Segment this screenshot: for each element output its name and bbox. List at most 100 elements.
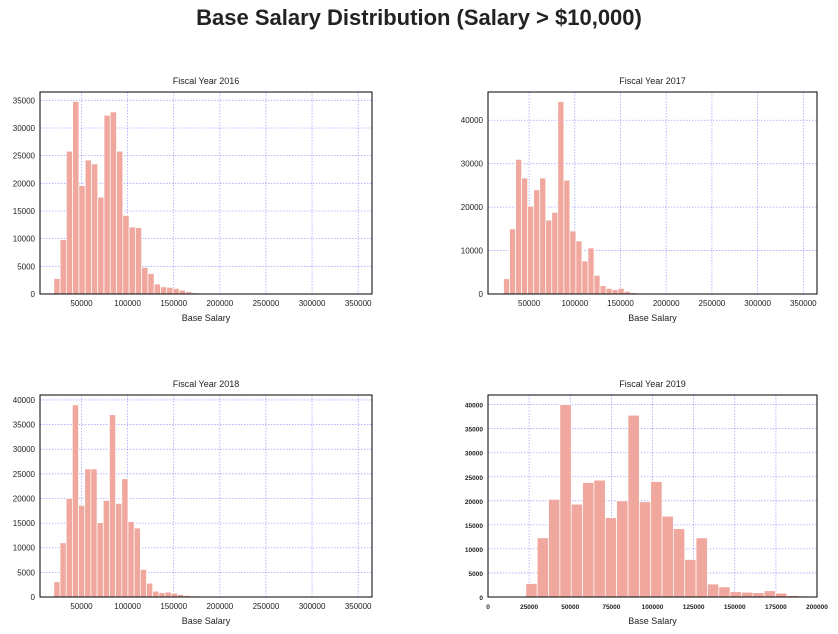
x-tick-label: 200000 xyxy=(206,602,233,611)
x-axis-title: Base Salary xyxy=(628,313,677,323)
y-tick-label: 35000 xyxy=(13,421,36,430)
histogram-bar xyxy=(178,289,186,295)
histogram-bar xyxy=(102,500,110,598)
histogram-bar xyxy=(638,501,652,598)
histogram-bar xyxy=(135,227,142,295)
histogram-bar xyxy=(563,179,571,295)
histogram-bar xyxy=(59,542,67,598)
histogram-bar xyxy=(78,185,86,295)
histogram-bar xyxy=(569,230,577,295)
x-tick-label: 75000 xyxy=(602,604,620,611)
histogram-bar xyxy=(559,404,572,598)
histogram-bar xyxy=(695,537,708,598)
histogram-bar xyxy=(115,503,123,598)
histogram-bar xyxy=(627,414,640,598)
y-tick-label: 35000 xyxy=(465,427,483,434)
histogram-bar xyxy=(650,481,663,598)
y-tick-label: 5000 xyxy=(469,571,484,578)
histogram-bar xyxy=(533,189,541,295)
y-tick-label: 10000 xyxy=(461,247,484,256)
y-tick-label: 30000 xyxy=(13,124,36,133)
x-tick-label: 125000 xyxy=(683,604,705,611)
histogram-bar xyxy=(146,582,154,598)
histogram-bar xyxy=(587,247,595,295)
x-tick-label: 250000 xyxy=(253,299,280,308)
histogram-bar xyxy=(133,527,141,598)
histogram-bar xyxy=(66,150,73,295)
y-tick-label: 15000 xyxy=(13,519,36,528)
y-tick-label: 40000 xyxy=(461,116,484,125)
y-tick-label: 20000 xyxy=(465,499,483,506)
histogram-bar xyxy=(661,515,674,598)
histogram-bar xyxy=(96,522,104,598)
x-tick-label: 300000 xyxy=(744,299,771,308)
histogram-bar xyxy=(509,228,516,295)
histogram-bar xyxy=(763,590,776,598)
histogram-bar xyxy=(152,590,160,598)
histogram-bar xyxy=(141,267,149,295)
histogram-bar xyxy=(53,278,61,295)
y-tick-label: 25000 xyxy=(13,470,36,479)
y-tick-label: 30000 xyxy=(465,451,483,458)
histogram-bar xyxy=(170,592,178,598)
panel-title: Fiscal Year 2019 xyxy=(619,379,686,389)
histogram-bar xyxy=(139,569,147,598)
plot-frame xyxy=(487,91,818,295)
histogram-bar xyxy=(122,215,130,295)
histogram-bar xyxy=(503,278,510,295)
histogram-bar xyxy=(97,196,105,295)
x-tick-label: 250000 xyxy=(253,602,280,611)
y-tick-label: 40000 xyxy=(465,403,483,410)
histogram-bar xyxy=(121,478,129,598)
x-tick-label: 200000 xyxy=(806,604,828,611)
histogram-bar xyxy=(599,285,607,295)
y-tick-label: 10000 xyxy=(13,235,36,244)
x-axis-title: Base Salary xyxy=(628,616,677,626)
histogram-bar xyxy=(72,404,79,598)
histogram-bar xyxy=(545,219,553,295)
histogram-bar xyxy=(515,158,522,295)
histogram-bar xyxy=(741,591,754,598)
histogram-bar xyxy=(116,150,124,295)
histogram-bar xyxy=(109,414,116,598)
histogram-bar xyxy=(90,468,98,598)
histogram-bar xyxy=(153,283,161,295)
histogram-bar xyxy=(103,114,111,295)
histogram-bar xyxy=(593,479,606,598)
x-tick-label: 100000 xyxy=(114,602,141,611)
histogram-bar xyxy=(164,591,172,598)
y-tick-label: 20000 xyxy=(13,179,36,188)
histogram-bar xyxy=(539,177,547,295)
histogram-bar xyxy=(59,239,67,295)
histogram-bar xyxy=(575,240,583,295)
x-axis-title: Base Salary xyxy=(182,313,231,323)
y-tick-label: 5000 xyxy=(17,262,35,271)
x-tick-label: 25000 xyxy=(520,604,538,611)
histogram-bar xyxy=(65,498,73,598)
histogram-bar xyxy=(53,581,61,598)
histogram-bar xyxy=(160,286,168,295)
y-tick-label: 0 xyxy=(479,290,484,299)
x-tick-label: 150000 xyxy=(607,299,634,308)
x-tick-label: 350000 xyxy=(345,602,372,611)
x-tick-label: 0 xyxy=(486,604,490,611)
histogram-bar xyxy=(570,503,583,598)
x-tick-label: 50000 xyxy=(518,299,541,308)
x-tick-label: 350000 xyxy=(345,299,372,308)
y-tick-label: 5000 xyxy=(17,568,35,577)
histogram-bar xyxy=(718,586,731,598)
y-tick-label: 10000 xyxy=(465,547,483,554)
x-tick-label: 150000 xyxy=(724,604,746,611)
y-tick-label: 25000 xyxy=(465,475,483,482)
panel-title: Fiscal Year 2018 xyxy=(173,379,240,389)
histogram-bar xyxy=(84,159,92,295)
panel-title: Fiscal Year 2016 xyxy=(173,76,240,86)
histogram-bar xyxy=(605,288,613,295)
y-tick-label: 20000 xyxy=(461,203,484,212)
histogram-bar xyxy=(548,499,561,598)
x-tick-label: 350000 xyxy=(790,299,817,308)
histogram-bar xyxy=(166,287,174,295)
x-tick-label: 50000 xyxy=(70,602,93,611)
histogram-bar xyxy=(557,101,565,295)
y-tick-label: 0 xyxy=(31,593,36,602)
